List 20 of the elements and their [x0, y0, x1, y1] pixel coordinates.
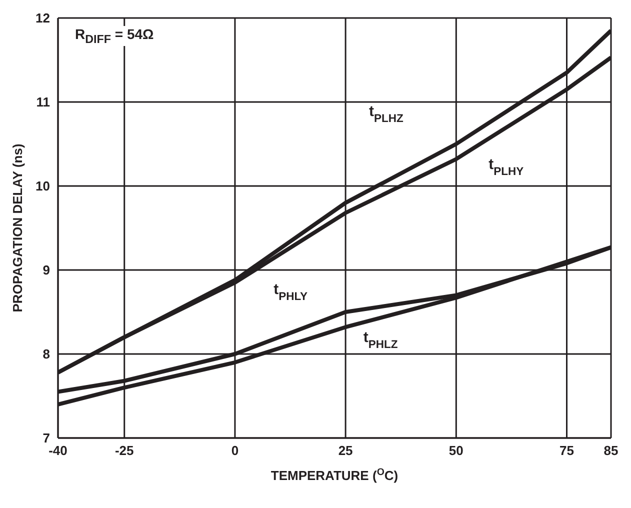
- y-tick-label: 7: [42, 430, 50, 446]
- x-tick-label: 50: [448, 443, 464, 458]
- y-tick-label: 10: [36, 178, 50, 194]
- series-label: t$_{PHLZ}$: [363, 329, 398, 352]
- series-label: t$_{PHLY}$: [274, 281, 308, 303]
- x-axis-title: TEMPERATURE ($^{O}$C): [270, 466, 398, 483]
- x-tick-label: -25: [114, 443, 134, 458]
- x-tick-label: 0: [231, 443, 239, 458]
- x-tick-label: 85: [604, 443, 618, 458]
- annotation: R$_{DIFF}$ = 54Ω: [72, 26, 157, 46]
- y-tick-label: 11: [36, 94, 50, 110]
- x-tick-label: -40: [48, 443, 68, 458]
- y-tick-label: 12: [36, 10, 50, 26]
- y-axis-title: PROPAGATION DELAY (ns): [10, 144, 25, 312]
- x-tick-label: 75: [560, 443, 574, 458]
- text: t$_{PLHZ}$: [368, 103, 404, 125]
- series-label: t$_{PLHY}$: [488, 156, 524, 178]
- y-tick-label: 8: [42, 346, 50, 362]
- y-tick-label: 9: [42, 262, 50, 278]
- x-tick-label: 25: [338, 443, 353, 458]
